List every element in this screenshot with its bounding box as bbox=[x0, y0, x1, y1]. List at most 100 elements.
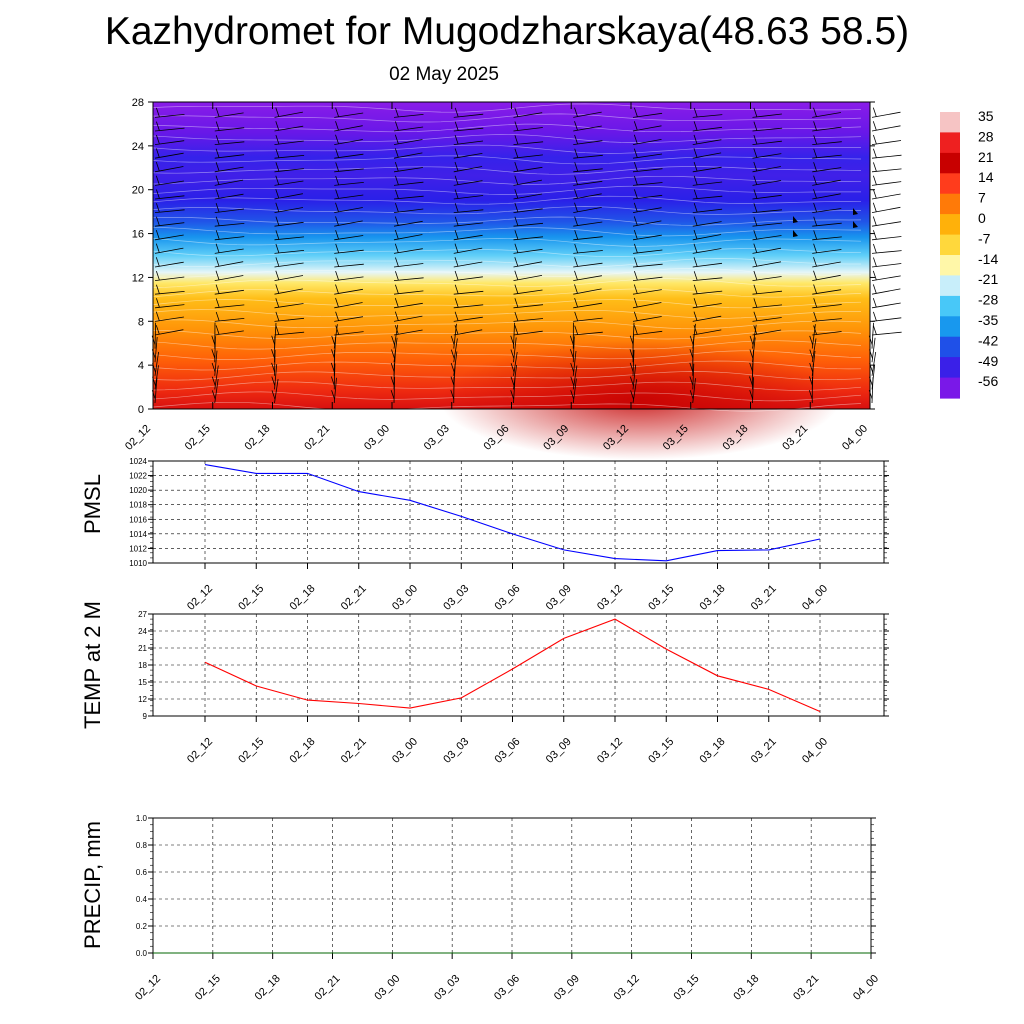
wind-barb bbox=[812, 222, 842, 227]
wind-pennant bbox=[793, 216, 798, 223]
wind-barb-feather bbox=[813, 270, 817, 280]
wind-barb-feather bbox=[872, 107, 877, 117]
wind-barb-feather bbox=[215, 325, 220, 335]
y-tick-label: 0.6 bbox=[136, 868, 148, 877]
wind-barb bbox=[692, 126, 723, 132]
wind-barb-feather bbox=[394, 161, 399, 172]
wind-barb bbox=[214, 236, 245, 241]
wind-barb-feather bbox=[155, 229, 160, 240]
wind-barb bbox=[214, 193, 244, 200]
wind-barb-feather bbox=[574, 284, 578, 294]
y-tick-label: 16 bbox=[132, 229, 144, 241]
wind-barb-feather bbox=[749, 389, 754, 400]
wind-barb-feather bbox=[275, 121, 280, 131]
wind-barb bbox=[274, 331, 305, 336]
wind-barb-feather bbox=[215, 202, 220, 213]
wind-barb-feather bbox=[873, 311, 877, 322]
wind-barb bbox=[573, 168, 603, 173]
contour-line bbox=[152, 391, 862, 402]
wind-barb-feather bbox=[335, 325, 340, 335]
wind-barb-feather bbox=[633, 148, 638, 158]
wind-barb bbox=[871, 221, 901, 227]
wind-barb bbox=[692, 290, 723, 295]
contour-line bbox=[152, 360, 862, 371]
wind-barb-feather bbox=[275, 134, 280, 145]
x-tick-label: 03_06 bbox=[492, 973, 522, 1003]
y-tick-label: 12 bbox=[138, 695, 147, 704]
wind-barb bbox=[154, 209, 185, 213]
wind-barb bbox=[154, 329, 184, 336]
wind-barb bbox=[214, 304, 245, 309]
wind-barb bbox=[513, 222, 544, 227]
colorbar-swatch bbox=[940, 193, 960, 215]
contour-line bbox=[152, 113, 862, 123]
colorbar-swatch bbox=[940, 316, 960, 338]
wind-barb bbox=[453, 113, 484, 118]
wind-barb bbox=[453, 261, 483, 268]
wind-barb-feather bbox=[813, 175, 817, 185]
wind-barb-feather bbox=[753, 161, 758, 172]
wind-barb bbox=[393, 248, 423, 254]
contour-line bbox=[152, 195, 862, 205]
wind-barb bbox=[214, 330, 244, 336]
y-tick-label: 4 bbox=[138, 360, 144, 372]
wind-barb bbox=[752, 140, 782, 145]
x-tick-label: 04_00 bbox=[840, 423, 870, 453]
wind-barb-feather bbox=[574, 202, 578, 212]
wind-barb bbox=[752, 222, 783, 227]
wind-barb-feather bbox=[335, 107, 339, 117]
wind-barb-feather bbox=[514, 284, 519, 294]
y-tick-label: 24 bbox=[138, 627, 147, 636]
wind-barb-feather bbox=[753, 284, 758, 294]
wind-barb bbox=[573, 236, 603, 241]
wind-barb-feather bbox=[749, 362, 754, 373]
wind-barb bbox=[214, 275, 244, 281]
contour-line bbox=[152, 226, 862, 237]
wind-barb bbox=[154, 222, 185, 227]
wind-barb bbox=[573, 221, 603, 227]
wind-barb bbox=[632, 207, 662, 213]
wind-pennant bbox=[853, 221, 858, 228]
wind-barb-feather bbox=[510, 335, 515, 345]
wind-barb bbox=[214, 223, 245, 227]
wind-barb-feather bbox=[514, 243, 519, 253]
wind-barb-feather bbox=[156, 298, 160, 308]
wind-barb-feather bbox=[514, 230, 519, 240]
wind-barb bbox=[632, 112, 663, 118]
wind-barb-feather bbox=[335, 270, 339, 281]
x-tick-label: 03_03 bbox=[422, 423, 452, 453]
temp2m-panel: 9 12 15 18 21 24 27 02_12 02_15 02_18 02_21 03_00 03… bbox=[80, 601, 889, 766]
wind-barb bbox=[393, 167, 423, 173]
colorbar-swatch bbox=[940, 336, 960, 358]
wind-barb-feather bbox=[809, 376, 813, 386]
contour-line bbox=[152, 268, 862, 278]
wind-barb bbox=[692, 139, 722, 145]
colorbar: 35 28 21 14 7 0 -7 -14 -21 -28 -35 -42 -49 -56 bbox=[940, 108, 998, 399]
wind-barb-feather bbox=[454, 298, 459, 308]
wind-barb bbox=[632, 302, 662, 309]
wind-barb bbox=[692, 152, 722, 159]
wind-barb bbox=[871, 193, 901, 200]
wind-barb-feather bbox=[450, 362, 455, 373]
contour-line bbox=[152, 381, 862, 391]
x-tick-label: 03_18 bbox=[731, 973, 761, 1003]
wind-barb-feather bbox=[454, 148, 459, 158]
wind-barb-feather bbox=[514, 121, 519, 131]
wind-barb-feather bbox=[454, 284, 459, 294]
y-tick-label: 1.0 bbox=[136, 814, 148, 823]
y-tick-label: 1012 bbox=[129, 544, 147, 553]
wind-barb-feather bbox=[275, 175, 280, 185]
wind-barb-feather bbox=[454, 270, 459, 281]
wind-barb bbox=[274, 236, 305, 241]
x-tick-label: 03_00 bbox=[390, 583, 420, 613]
wind-barb-feather bbox=[275, 189, 280, 199]
wind-barb-feather bbox=[331, 335, 336, 346]
wind-barb bbox=[573, 154, 603, 159]
wind-barb bbox=[393, 263, 424, 268]
wind-barb-feather bbox=[156, 216, 160, 226]
wind-barb-feather bbox=[689, 362, 694, 373]
wind-barb-feather bbox=[211, 335, 216, 345]
y-tick-label: 9 bbox=[143, 712, 148, 721]
wind-barb bbox=[752, 329, 782, 336]
wind-barb-feather bbox=[271, 376, 276, 386]
